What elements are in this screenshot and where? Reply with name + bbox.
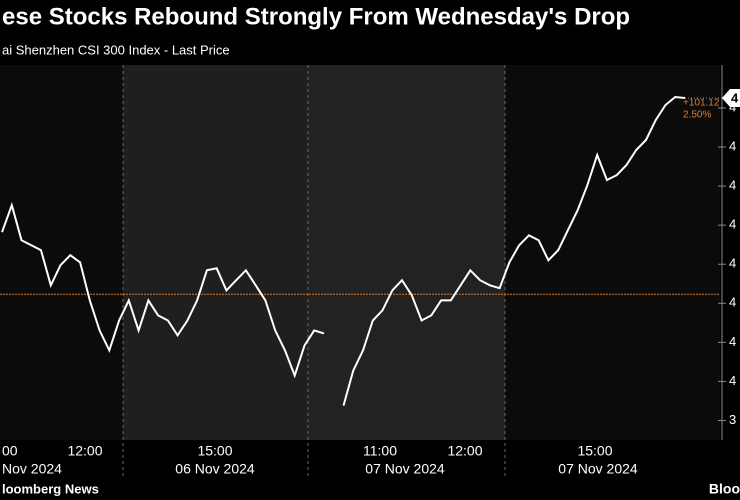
- date-label: 07 Nov 2024: [365, 461, 445, 477]
- x-tick-label: 12:00: [447, 443, 482, 459]
- session-band: [308, 65, 505, 440]
- date-label: 06 Nov 2024: [175, 461, 255, 477]
- session-band: [505, 65, 720, 440]
- date-label: Nov 2024: [2, 461, 62, 477]
- y-tick-label: 3: [729, 412, 736, 427]
- price-line: [1, 95, 686, 406]
- y-tick-label: 4: [729, 178, 736, 193]
- x-tick-label: 00: [2, 443, 18, 459]
- x-tick-label: 11:00: [363, 443, 397, 459]
- change-label: +101.12: [683, 98, 720, 109]
- x-tick-label: 15:00: [577, 443, 612, 459]
- y-tick-label: 4: [729, 138, 736, 153]
- last-price-label: 4: [731, 90, 739, 105]
- source: loomberg News: [2, 481, 99, 496]
- y-tick-label: 4: [729, 373, 736, 388]
- x-tick-label: 12:00: [67, 443, 102, 459]
- brand: Bloo: [709, 481, 740, 497]
- date-label: 07 Nov 2024: [558, 461, 638, 477]
- x-tick-label: 15:00: [197, 443, 232, 459]
- session-band: [123, 65, 308, 440]
- y-tick-label: 4: [729, 217, 736, 232]
- session-band: [0, 65, 123, 440]
- chart-title: ese Stocks Rebound Strongly From Wednesd…: [2, 3, 630, 30]
- change-pct-label: 2.50%: [683, 110, 711, 121]
- y-tick-label: 4: [729, 334, 736, 349]
- chart-subtitle: ai Shenzhen CSI 300 Index - Last Price: [2, 42, 230, 57]
- y-tick-label: 4: [729, 256, 736, 271]
- y-tick-label: 4: [729, 295, 736, 310]
- last-price-tag: [722, 89, 740, 108]
